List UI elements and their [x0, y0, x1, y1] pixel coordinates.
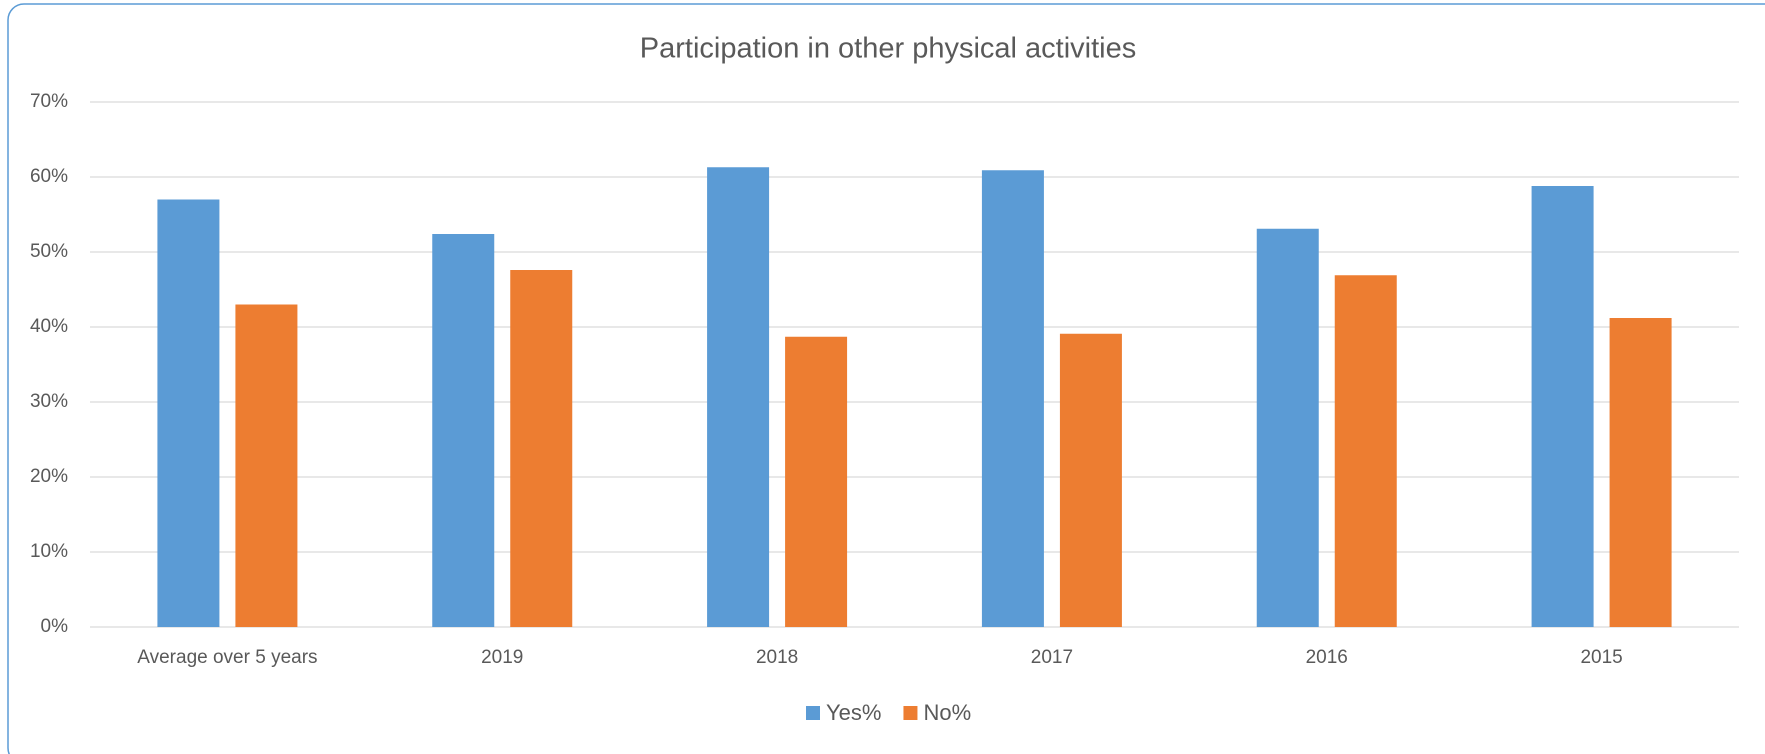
- y-tick-label: 60%: [30, 166, 68, 187]
- x-tick-label: 2017: [1031, 647, 1073, 668]
- bar: [1059, 333, 1122, 627]
- legend-swatch: [903, 706, 918, 720]
- bar: [981, 170, 1044, 627]
- legend-label: No%: [923, 700, 971, 725]
- x-tick-label: 2015: [1580, 647, 1622, 668]
- bar: [157, 199, 220, 627]
- legend-label: Yes%: [826, 700, 881, 725]
- legend-swatch: [806, 706, 820, 720]
- bar: [707, 167, 770, 627]
- y-tick-label: 70%: [30, 91, 68, 112]
- chart-title: Participation in other physical activiti…: [640, 33, 1136, 65]
- bar: [235, 304, 298, 627]
- x-tick-label: 2019: [481, 647, 523, 668]
- x-tick-label: 2018: [756, 647, 798, 668]
- bar: [1609, 318, 1672, 627]
- y-tick-label: 20%: [30, 466, 68, 487]
- bar: [1334, 275, 1397, 627]
- bar: [785, 336, 848, 627]
- y-tick-label: 30%: [30, 391, 68, 412]
- y-tick-label: 50%: [30, 241, 68, 262]
- y-tick-label: 0%: [41, 616, 69, 637]
- x-tick-label: Average over 5 years: [137, 647, 317, 668]
- bar: [1531, 186, 1594, 627]
- bar: [432, 234, 495, 627]
- bar: [510, 270, 573, 627]
- y-tick-label: 40%: [30, 316, 68, 337]
- y-tick-label: 10%: [30, 541, 68, 562]
- x-tick-label: 2016: [1306, 647, 1348, 668]
- bar: [1256, 228, 1319, 627]
